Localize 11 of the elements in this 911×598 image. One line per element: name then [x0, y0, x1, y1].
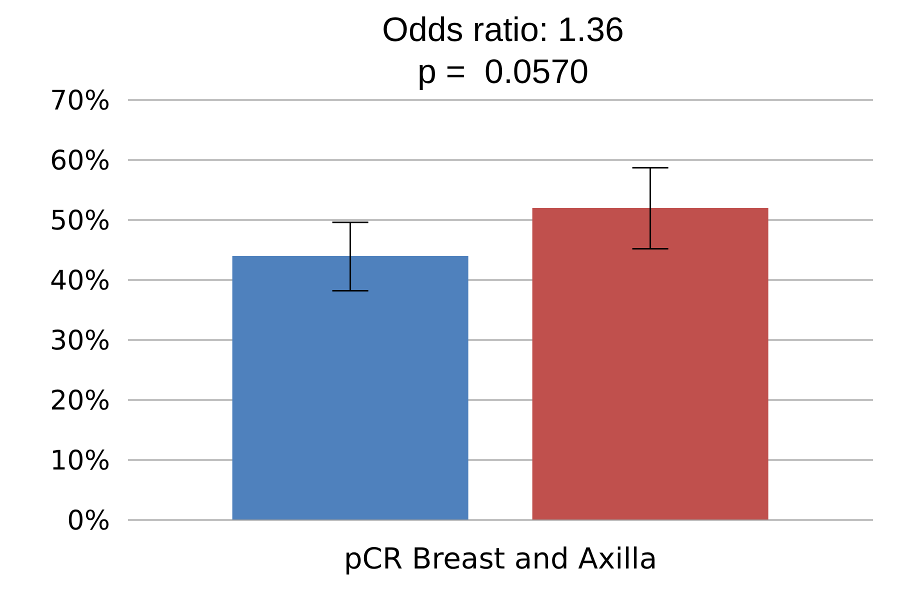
y-tick-label: 40%	[50, 266, 110, 297]
y-tick-label: 30%	[50, 326, 110, 357]
y-tick-label: 0%	[67, 506, 110, 537]
y-tick-label: 10%	[50, 446, 110, 477]
chart-title: Odds ratio: 1.36	[381, 10, 625, 50]
y-tick-label: 20%	[50, 386, 110, 417]
x-tick-label: pCR Breast and Axilla	[344, 542, 658, 576]
y-tick-label: 60%	[50, 146, 110, 177]
y-tick-label: 70%	[50, 86, 110, 117]
chart-subtitle: p = 0.0570	[416, 52, 590, 92]
y-tick-label: 50%	[50, 206, 110, 237]
